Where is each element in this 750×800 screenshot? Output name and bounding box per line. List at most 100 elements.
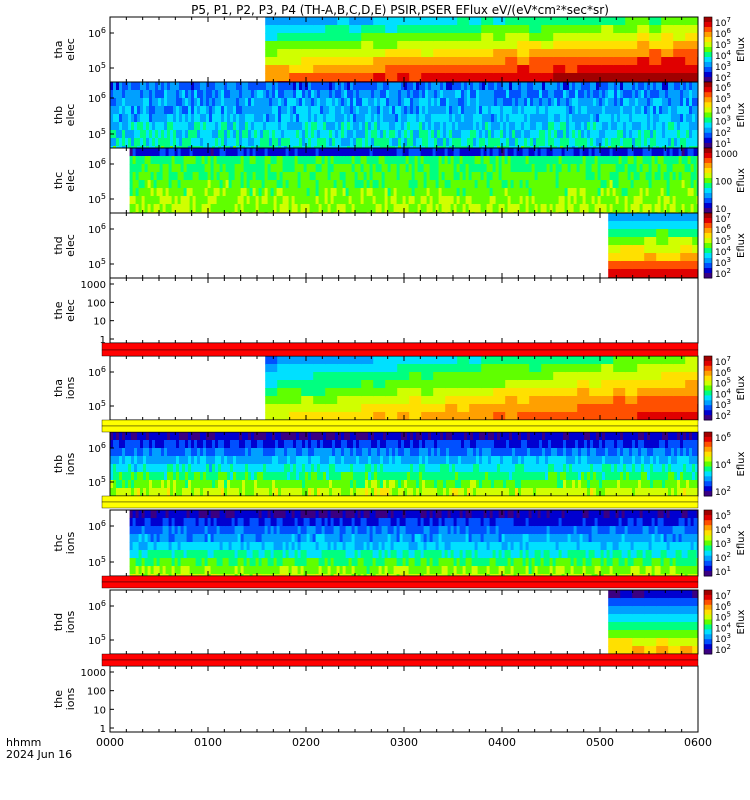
heatmap-cell (404, 98, 408, 107)
heatmap-cell (357, 204, 362, 213)
heatmap-cell (273, 204, 278, 213)
heatmap-cell (392, 82, 396, 91)
heatmap-cell (557, 138, 561, 147)
heatmap-cell (164, 98, 168, 107)
heatmap-cell (248, 146, 252, 148)
heatmap-cell (567, 204, 572, 213)
heatmap-cell (167, 488, 171, 496)
heatmap-cell (504, 180, 509, 189)
heatmap-cell (272, 90, 276, 99)
heatmap-cell (673, 57, 686, 66)
heatmap-cell (173, 472, 177, 481)
heatmap-cell (620, 229, 633, 238)
heatmap-cell (569, 98, 573, 107)
heatmap-cell (421, 364, 434, 373)
heatmap-cell (273, 180, 278, 189)
heatmap-cell (270, 172, 275, 181)
heatmap-cell (650, 146, 654, 148)
heatmap-cell (695, 98, 698, 107)
heatmap-cell (337, 41, 350, 50)
heatmap-cell (581, 114, 585, 123)
heatmap-cell (632, 213, 645, 222)
heatmap-cell (371, 82, 375, 91)
heatmap-cell (167, 432, 171, 441)
heatmap-cell (649, 73, 662, 82)
heatmap-cell (401, 122, 405, 131)
heatmap-cell (434, 138, 438, 147)
heatmap-cell (372, 156, 377, 165)
heatmap-cell (170, 464, 174, 473)
heatmap-cell (569, 122, 573, 131)
heatmap-cell (368, 82, 372, 91)
heatmap-cell (279, 196, 284, 205)
heatmap-cell (276, 180, 281, 189)
heatmap-cell (548, 98, 552, 107)
heatmap-cell (227, 122, 231, 131)
heatmap-cell (131, 106, 135, 115)
heatmap-cell (447, 164, 452, 173)
heatmap-cell (541, 25, 554, 34)
heatmap-cell (657, 164, 662, 173)
heatmap-cell (649, 57, 662, 66)
heatmap-cell (576, 196, 581, 205)
heatmap-cell (534, 172, 539, 181)
heatmap-cell (527, 122, 531, 131)
heatmap-cell (318, 196, 323, 205)
heatmap-cell (122, 472, 126, 481)
heatmap-cell (350, 130, 354, 139)
heatmap-cell (685, 364, 698, 373)
heatmap-cell (469, 364, 482, 373)
colorbar-tick-label: 107 (715, 16, 731, 29)
heatmap-cell (337, 49, 350, 58)
heatmap-cell (116, 448, 120, 457)
heatmap-cell (683, 82, 687, 91)
heatmap-cell (615, 172, 620, 181)
heatmap-cell (325, 49, 338, 58)
heatmap-cell (437, 122, 441, 131)
heatmap-cell (245, 146, 249, 148)
heatmap-cell (596, 146, 600, 148)
heatmap-cell (146, 90, 150, 99)
heatmap-cell (243, 172, 248, 181)
heatmap-cell (237, 180, 242, 189)
heatmap-cell (417, 164, 422, 173)
heatmap-cell (645, 156, 650, 165)
heatmap-cell (330, 156, 335, 165)
heatmap-cell (301, 380, 314, 389)
heatmap-cell (633, 196, 638, 205)
heatmap-cell (264, 180, 269, 189)
heatmap-cell (675, 156, 680, 165)
heatmap-cell (414, 156, 419, 165)
heatmap-cell (473, 146, 477, 148)
heatmap-cell (629, 106, 633, 115)
heatmap-cell (288, 204, 293, 213)
heatmap-cell (320, 98, 324, 107)
heatmap-cell (134, 432, 138, 441)
heatmap-cell (479, 146, 483, 148)
heatmap-cell (240, 164, 245, 173)
heatmap-cell (493, 364, 506, 373)
heatmap-cell (110, 106, 114, 115)
heatmap-cell (314, 146, 318, 148)
heatmap-cell (680, 114, 684, 123)
heatmap-cell (156, 164, 161, 173)
heatmap-cell (624, 204, 629, 213)
heatmap-cell (143, 488, 147, 496)
heatmap-cell (554, 122, 558, 131)
heatmap-cell (282, 204, 287, 213)
heatmap-cell (488, 130, 492, 139)
heatmap-cell (662, 90, 666, 99)
y-tick-label: 106 (88, 91, 106, 105)
heatmap-cell (204, 164, 209, 173)
heatmap-cell (668, 253, 681, 262)
heatmap-cell (584, 130, 588, 139)
heatmap-cell (577, 49, 590, 58)
heatmap-cell (361, 73, 374, 82)
heatmap-cell (236, 138, 240, 147)
heatmap-cell (195, 180, 200, 189)
heatmap-cell (333, 188, 338, 197)
heatmap-cell (536, 114, 540, 123)
heatmap-cell (146, 98, 150, 107)
heatmap-cell (441, 164, 446, 173)
